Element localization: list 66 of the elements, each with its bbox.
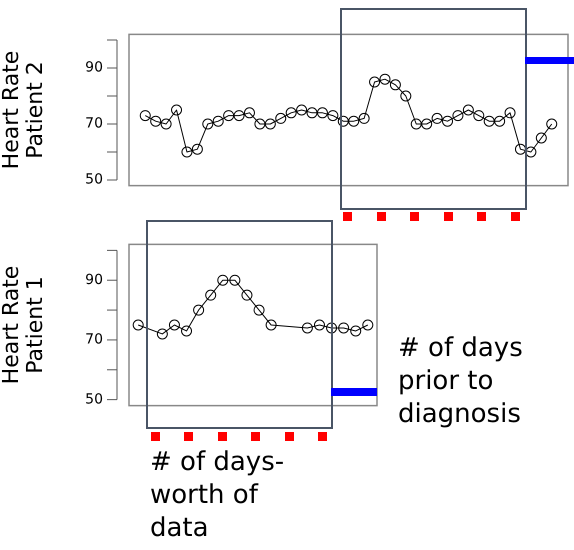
point bbox=[302, 322, 313, 334]
y-tick-label: 90 bbox=[85, 272, 103, 288]
point bbox=[484, 116, 495, 127]
y-axis-title: Heart Rate Patient 2 bbox=[0, 50, 48, 170]
point bbox=[156, 328, 168, 340]
point bbox=[171, 104, 182, 116]
point bbox=[400, 90, 412, 102]
point bbox=[327, 110, 338, 122]
point bbox=[421, 118, 432, 130]
point bbox=[202, 118, 214, 130]
point bbox=[369, 76, 380, 88]
y-tick-label: 50 bbox=[85, 391, 103, 408]
point bbox=[514, 144, 526, 155]
point bbox=[306, 107, 318, 118]
point bbox=[362, 320, 374, 330]
y-tick-label: 70 bbox=[85, 332, 103, 348]
y-tick-label: 70 bbox=[85, 116, 103, 132]
point bbox=[536, 132, 547, 144]
point bbox=[379, 74, 390, 85]
point bbox=[241, 290, 252, 301]
point bbox=[181, 146, 192, 158]
point bbox=[266, 320, 277, 330]
point bbox=[314, 320, 325, 330]
point bbox=[160, 118, 172, 130]
point bbox=[254, 118, 266, 130]
point bbox=[254, 304, 265, 316]
point bbox=[432, 112, 443, 124]
point bbox=[452, 110, 464, 122]
y-tick-label: 90 bbox=[85, 60, 103, 76]
point bbox=[132, 320, 144, 330]
point bbox=[244, 107, 255, 118]
point bbox=[205, 290, 216, 301]
y-tick-label: 50 bbox=[85, 172, 103, 188]
point bbox=[217, 274, 228, 286]
point bbox=[229, 274, 240, 286]
point bbox=[473, 110, 484, 122]
point bbox=[504, 107, 516, 118]
point bbox=[150, 116, 162, 127]
point bbox=[350, 325, 362, 336]
point bbox=[296, 104, 308, 116]
point bbox=[348, 116, 360, 127]
point bbox=[275, 112, 286, 124]
point bbox=[462, 104, 474, 116]
point bbox=[316, 107, 328, 118]
point bbox=[140, 110, 151, 122]
point bbox=[338, 116, 349, 127]
y-axis-title: Heart Rate Patient 1 bbox=[0, 266, 48, 384]
point bbox=[326, 322, 338, 334]
text: # of days prior to diagnosis bbox=[398, 332, 524, 431]
point bbox=[358, 112, 370, 124]
point bbox=[390, 79, 401, 90]
point bbox=[212, 116, 224, 127]
point bbox=[168, 320, 180, 330]
point bbox=[223, 110, 234, 122]
point bbox=[181, 325, 192, 336]
point bbox=[546, 118, 558, 130]
point bbox=[494, 116, 506, 127]
point bbox=[264, 118, 276, 130]
point bbox=[192, 144, 203, 155]
point bbox=[234, 110, 245, 122]
text: # of days-worth of data bbox=[150, 446, 286, 545]
point bbox=[193, 304, 204, 316]
point bbox=[286, 107, 297, 118]
point bbox=[442, 116, 454, 127]
point bbox=[338, 322, 350, 334]
point bbox=[410, 118, 422, 130]
